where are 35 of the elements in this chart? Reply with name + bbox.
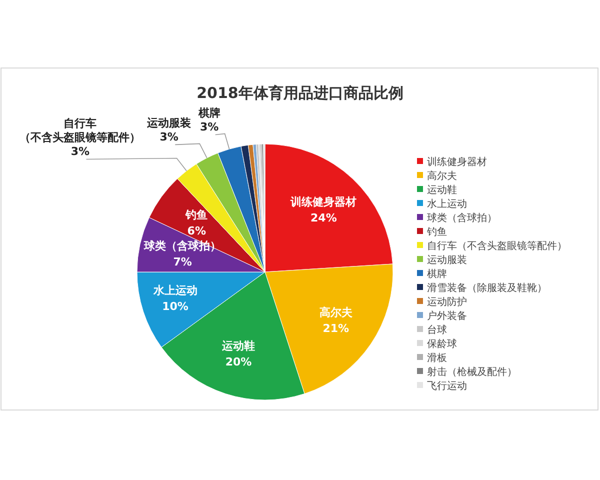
- data-label: 21%: [322, 322, 350, 336]
- legend-label: 钓鱼: [426, 226, 447, 238]
- data-label: 3%: [70, 145, 90, 158]
- legend-label: 训练健身器材: [427, 156, 487, 168]
- legend-label: 自行车（不含头盔眼镜等配件）: [427, 240, 567, 252]
- data-label: 10%: [162, 300, 188, 314]
- slice-label: 自行车（不含头盔眼镜等配件）: [20, 117, 141, 144]
- legend-label: 运动防护: [427, 296, 467, 308]
- legend-label: 球类（含球拍）: [427, 212, 497, 224]
- slice-label: 水上运动: [152, 284, 198, 298]
- legend-label: 飞行运动: [427, 380, 467, 392]
- legend-label: 户外装备: [427, 310, 467, 322]
- slice-label: 高尔夫: [319, 306, 354, 320]
- data-label: 20%: [225, 356, 252, 369]
- data-label: 7%: [173, 256, 192, 269]
- data-label: 24%: [310, 211, 337, 224]
- legend-label: 滑板: [427, 352, 447, 364]
- legend-label: 台球: [427, 324, 447, 336]
- data-label: 6%: [187, 224, 206, 238]
- legend-label: 高尔夫: [427, 170, 457, 182]
- slice-label: 棋牌: [197, 106, 220, 120]
- legend-label: 滑雪装备（除服装及鞋靴）: [427, 282, 547, 294]
- slice-label: 运动服装: [146, 116, 192, 130]
- legend-label: 保龄球: [427, 338, 457, 350]
- legend-label: 运动鞋: [427, 184, 457, 196]
- legend-label: 棋牌: [427, 268, 447, 280]
- slice-label: 钓鱼: [184, 208, 208, 222]
- legend-label: 水上运动: [427, 198, 467, 210]
- slice-label: 训练健身器材: [290, 195, 357, 208]
- slice-label: 运动鞋: [221, 340, 255, 353]
- data-label: 3%: [200, 120, 219, 134]
- legend-label: 射击（枪械及配件）: [427, 366, 517, 378]
- data-label: 3%: [160, 130, 178, 144]
- chart-title: 2018年体育用品进口商品比例: [196, 84, 404, 102]
- legend-label: 运动服装: [427, 254, 467, 266]
